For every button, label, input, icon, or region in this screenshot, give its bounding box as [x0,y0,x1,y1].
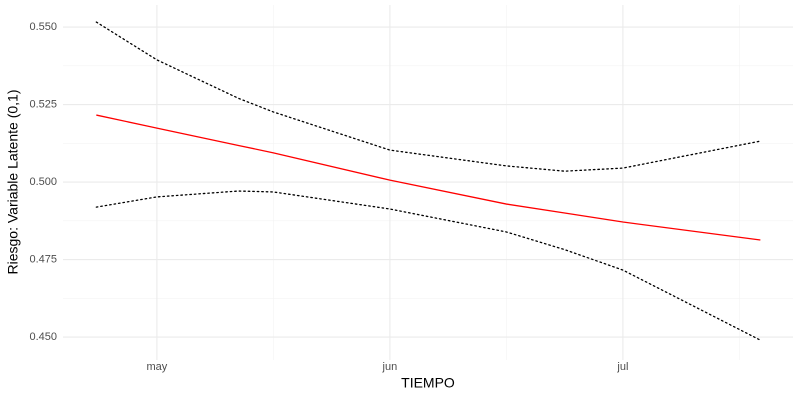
x-axis-title: TIEMPO [401,375,455,391]
y-axis-title: Riesgo: Variable Latente (0,1) [5,90,21,275]
y-tick-label: 0.450 [29,331,57,343]
y-tick-label: 0.475 [29,253,57,265]
y-tick-label: 0.525 [29,98,57,110]
y-tick-label: 0.550 [29,21,57,33]
x-tick-label: jun [382,361,398,373]
x-tick-label: may [147,361,168,373]
series-line [95,190,762,341]
y-tick-label: 0.500 [29,176,57,188]
x-tick-label: jul [616,361,628,373]
series-line [95,21,762,172]
series-line [96,114,761,241]
